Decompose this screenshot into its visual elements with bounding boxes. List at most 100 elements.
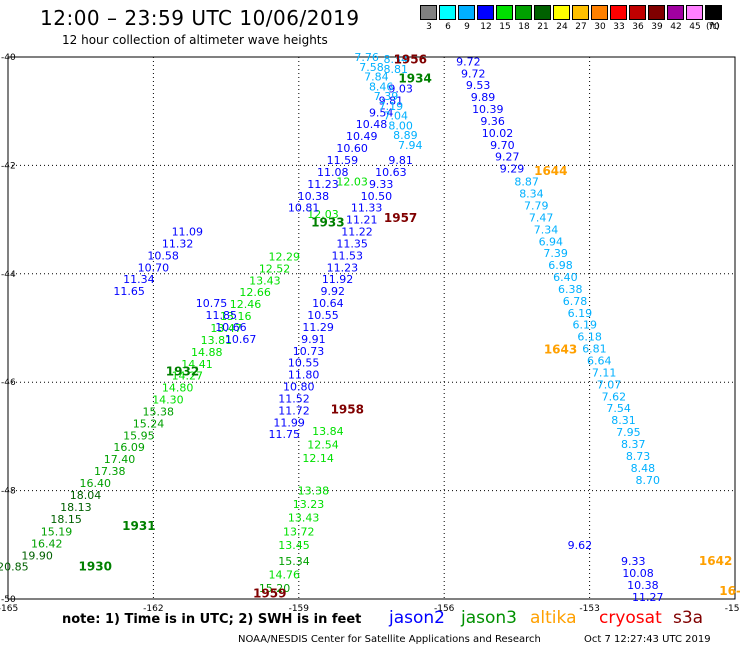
data-point-label: 13.72 [283, 525, 315, 538]
data-point-label: 14.30 [152, 394, 184, 407]
data-point-label: 13.16 [220, 310, 252, 323]
data-point-label: 11.59 [327, 154, 359, 167]
data-point-label: 11.80 [288, 369, 320, 382]
data-point-label: 9.54 [369, 106, 394, 119]
data-point-label: 10.67 [225, 333, 257, 346]
y-tick-label: -48 [1, 487, 16, 497]
data-point-label: 11.33 [351, 202, 383, 215]
data-point-label: 12.03 [336, 176, 368, 189]
data-point-label: 15.38 [142, 405, 174, 418]
data-point-label: 10.55 [307, 309, 339, 322]
data-point-label: 7.54 [606, 402, 631, 415]
data-point-label: 12.03 [307, 208, 339, 221]
data-point-label: 11.65 [113, 285, 145, 298]
data-point-label: 17.40 [104, 453, 136, 466]
data-point-label: 10.49 [346, 130, 378, 143]
colorbar-label: 6 [445, 22, 451, 32]
data-point-label: 6.40 [553, 271, 578, 284]
data-point-label: 6.81 [582, 343, 607, 356]
data-point-label: 9.72 [456, 55, 481, 68]
data-point-label: 15.24 [133, 417, 165, 430]
colorbar-swatch [591, 5, 608, 20]
colorbar-label: 12 [480, 22, 492, 32]
colorbar-swatch [667, 5, 684, 20]
data-point-label: 11.23 [327, 261, 359, 274]
data-point-label: 7.95 [616, 426, 641, 439]
credit-line: NOAA/NESDIS Center for Satellite Applica… [238, 634, 541, 645]
legend-altika: altika [530, 608, 577, 628]
colorbar-label: 36 [632, 22, 644, 32]
data-point-label: 12.54 [307, 439, 339, 452]
colorbar-label: 15 [499, 22, 511, 32]
colorbar-label: 39 [651, 22, 663, 32]
pass-time-label: 1957 [384, 211, 417, 225]
colorbar-swatch [477, 5, 494, 20]
colorbar-swatch [534, 5, 551, 20]
legend-jason2: jason2 [389, 608, 445, 628]
data-point-label: 7.79 [524, 200, 549, 213]
data-point-label: 11.21 [346, 214, 378, 227]
data-point-label: 8.31 [611, 414, 636, 427]
data-point-label: 9.70 [490, 139, 515, 152]
y-tick-label: -40 [1, 53, 16, 63]
footer-note: note: 1) Time is in UTC; 2) SWH is in fe… [62, 612, 362, 627]
colorbar-label: 30 [594, 22, 606, 32]
page-title: 12:00 – 23:59 UTC 10/06/2019 [40, 6, 360, 30]
legend-cryosat: cryosat [599, 608, 662, 628]
data-point-label: 10.80 [283, 381, 315, 394]
colorbar-label: 45 [689, 22, 701, 32]
data-point-label: 9.91 [301, 333, 326, 346]
data-point-label: 8.37 [621, 438, 646, 451]
data-point-label: 11.99 [273, 416, 305, 429]
colorbar-swatch [572, 5, 589, 20]
data-point-label: 10.58 [147, 249, 179, 262]
data-point-label: 9.33 [621, 555, 646, 568]
pass-time-label: 1932 [166, 364, 199, 378]
data-point-label: 11.22 [341, 226, 373, 239]
data-point-label: 11.53 [332, 249, 364, 262]
x-tick-label: -159 [289, 604, 310, 614]
data-point-label: 18.04 [70, 489, 102, 502]
data-point-label: 9.92 [320, 285, 345, 298]
data-point-label: 14.76 [269, 569, 301, 582]
data-point-label: 10.55 [288, 357, 320, 370]
data-point-label: 10.39 [472, 103, 504, 116]
colorbar-swatch [496, 5, 513, 20]
data-point-label: 12.29 [269, 250, 301, 263]
data-point-label: 6.78 [563, 295, 588, 308]
data-point-label: 15.20 [259, 582, 291, 595]
data-point-label: 13.43 [249, 274, 281, 287]
y-tick-label: -42 [1, 161, 16, 171]
data-point-label: 9.53 [466, 79, 491, 92]
data-point-label: 11.72 [278, 404, 310, 417]
legend-s3a: s3a [673, 608, 704, 628]
data-point-label: 9.29 [500, 163, 525, 176]
pass-time-label: 1644 [534, 164, 567, 178]
data-point-label: 7.11 [592, 366, 617, 379]
x-tick-label: -162 [143, 604, 163, 614]
data-point-label: 7.47 [529, 211, 554, 224]
colorbar-swatch [610, 5, 627, 20]
data-point-label: 9.62 [568, 539, 593, 552]
pass-time-label: 1958 [331, 402, 364, 416]
data-point-label: 9.81 [388, 154, 413, 167]
data-point-label: 9.36 [480, 115, 505, 128]
colorbar-swatch [420, 5, 437, 20]
data-point-label: 8.46 [369, 80, 394, 93]
data-point-label: 11.29 [302, 321, 334, 334]
data-point-label: 16.09 [113, 441, 145, 454]
data-point-label: 7.39 [543, 247, 568, 260]
data-point-label: 8.87 [514, 176, 539, 189]
data-point-label: 15.19 [41, 525, 73, 538]
colorbar-swatch [648, 5, 665, 20]
data-point-label: 13.45 [278, 539, 310, 552]
data-point-label: 8.00 [388, 119, 413, 132]
plot-frame [7, 56, 736, 600]
data-point-label: 14.88 [191, 346, 223, 359]
data-point-label: 7.07 [597, 378, 622, 391]
data-point-label: 14.27 [172, 370, 204, 383]
colorbar-unit: (ft) [706, 22, 720, 32]
data-point-label: 9.33 [369, 178, 394, 191]
colorbar-swatch [439, 5, 456, 20]
x-tick-label: -156 [434, 604, 455, 614]
